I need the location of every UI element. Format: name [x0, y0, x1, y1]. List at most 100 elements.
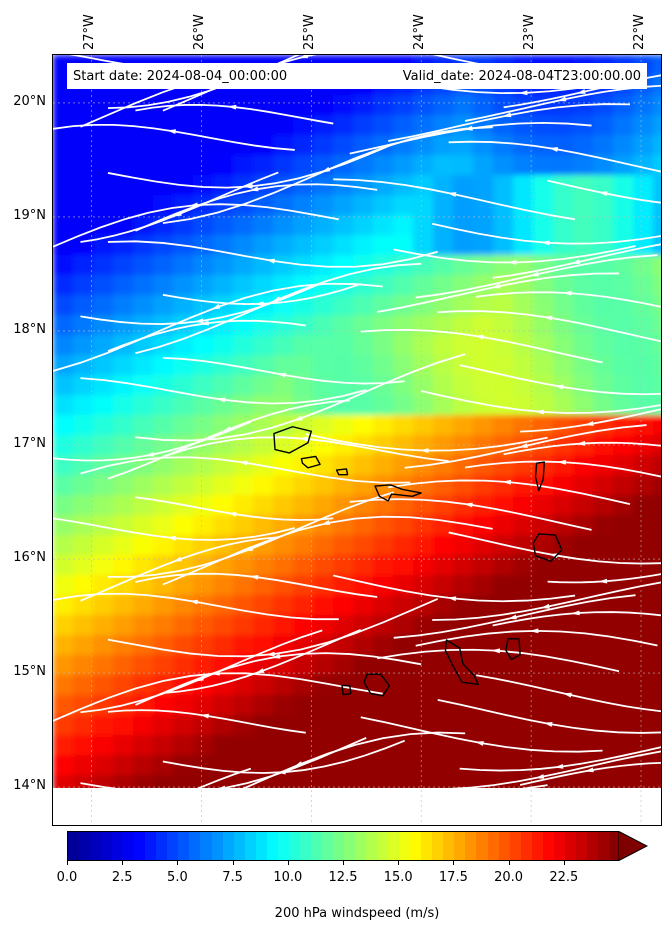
- latitude-label: 15°N: [13, 664, 46, 680]
- colorbar-segment: [564, 832, 577, 860]
- colorbar-tick-label: 0.0: [56, 870, 78, 885]
- colorbar-segment: [465, 832, 478, 860]
- streamline-arrow: [216, 397, 226, 403]
- colorbar-segment: [200, 832, 213, 860]
- colorbar-segment: [90, 832, 103, 860]
- latitude-label: 19°N: [13, 207, 46, 223]
- colorbar-segment: [366, 832, 379, 860]
- longitude-label: 23°W: [522, 14, 538, 50]
- streamline: [196, 767, 252, 788]
- streamline-arrow: [166, 535, 176, 541]
- colorbar-segment: [288, 832, 301, 860]
- streamline-arrow: [227, 104, 237, 110]
- colorbar-segment: [421, 832, 434, 860]
- island-coastline: [363, 673, 391, 697]
- colorbar-tick-label: 15.0: [383, 870, 413, 885]
- date-banner: Start date: 2024-08-04_00:00:00 Valid_da…: [67, 63, 647, 89]
- streamline-arrow: [199, 320, 209, 326]
- streamline-arrow: [271, 653, 281, 659]
- colorbar-tick-label: 12.5: [328, 870, 358, 885]
- streamline-arrow: [463, 502, 473, 508]
- streamline-arrow: [502, 112, 512, 118]
- colorbar-segment: [443, 832, 456, 860]
- colorbar-segment: [145, 832, 158, 860]
- windspeed-map: [53, 55, 661, 825]
- streamline: [522, 784, 548, 788]
- streamline-arrow: [320, 520, 331, 525]
- map-panel: Start date: 2024-08-04_00:00:00 Valid_da…: [52, 54, 662, 826]
- streamline-arrow: [507, 260, 517, 265]
- colorbar-segment: [189, 832, 202, 860]
- streamline-arrow: [491, 648, 501, 654]
- streamline-arrow: [529, 628, 539, 634]
- island-coastline: [444, 639, 480, 686]
- streamline-arrow: [271, 296, 281, 303]
- colorbar-segment: [123, 832, 136, 860]
- streamline-arrow: [255, 668, 265, 674]
- colorbar-tick-label: 10.0: [273, 870, 303, 885]
- colorbar-tick-label: 22.5: [549, 870, 579, 885]
- longitude-label: 25°W: [302, 14, 318, 50]
- longitude-label: 24°W: [412, 14, 428, 50]
- streamline-arrow: [540, 603, 550, 609]
- colorbar-segment: [156, 832, 169, 860]
- colorbar-tick-mark: [343, 861, 344, 865]
- streamline-arrow: [584, 421, 594, 426]
- streamline-arrow: [219, 785, 226, 788]
- colorbar-segment: [432, 832, 445, 860]
- streamline-arrow: [557, 459, 566, 465]
- colorbar-label: 200 hPa windspeed (m/s): [274, 906, 440, 921]
- streamline-arrow: [447, 596, 457, 602]
- colorbar-segment: [388, 832, 401, 860]
- streamline-arrow: [222, 426, 232, 432]
- colorbar-segment: [332, 832, 345, 860]
- colorbar-segment: [167, 832, 180, 860]
- island-coastline: [273, 426, 312, 454]
- island-coastline: [335, 468, 349, 476]
- streamline-arrow: [199, 713, 209, 719]
- streamline-arrow: [543, 722, 553, 727]
- colorbar-segment: [134, 832, 147, 860]
- streamline-arrow: [419, 448, 429, 454]
- latitude-label: 14°N: [13, 778, 46, 794]
- colorbar-tick-mark: [232, 861, 234, 865]
- colorbar-segment: [509, 832, 522, 860]
- windspeed-field: [53, 55, 661, 788]
- colorbar-segment: [344, 832, 357, 860]
- streamline-arrow: [243, 183, 253, 189]
- streamline-arrow: [491, 283, 501, 289]
- colorbar-tick-mark: [177, 861, 179, 865]
- streamline-arrow: [474, 334, 484, 340]
- colorbar-extend-arrow: [618, 831, 648, 861]
- colorbar-tick-mark: [563, 861, 565, 865]
- streamline-arrow: [548, 147, 558, 152]
- streamline-arrow: [249, 574, 259, 580]
- streamline-arrow: [145, 805, 154, 811]
- colorbar-segment: [520, 832, 533, 860]
- streamline-arrow: [298, 436, 308, 442]
- streamline-arrow: [210, 670, 220, 676]
- colorbar-segment: [101, 832, 114, 860]
- streamline-arrow: [518, 90, 528, 96]
- colorbar-segment: [310, 832, 323, 860]
- streamline-arrow: [598, 578, 608, 584]
- streamline-arrow: [426, 55, 429, 56]
- colorbar-segment: [542, 832, 555, 860]
- streamline: [80, 737, 367, 788]
- colorbar-segment: [244, 832, 257, 860]
- streamline-arrow: [554, 763, 564, 769]
- streamline-arrow: [540, 240, 550, 246]
- streamline-arrow: [584, 767, 594, 773]
- valid-date-text: Valid_date: 2024-08-04T23:00:00.00: [402, 68, 641, 84]
- streamline-arrow: [211, 304, 221, 310]
- colorbar-segment: [222, 832, 235, 860]
- streamline-arrow: [293, 415, 303, 421]
- colorbar-segment: [597, 832, 610, 860]
- streamline-arrow: [265, 258, 275, 264]
- colorbar-segment: [321, 832, 334, 860]
- streamline-arrow: [321, 166, 331, 173]
- streamline-arrow: [570, 259, 581, 265]
- streamline-arrow: [172, 556, 182, 562]
- colorbar-tick-label: 20.0: [494, 870, 524, 885]
- streamline-arrow: [254, 301, 264, 307]
